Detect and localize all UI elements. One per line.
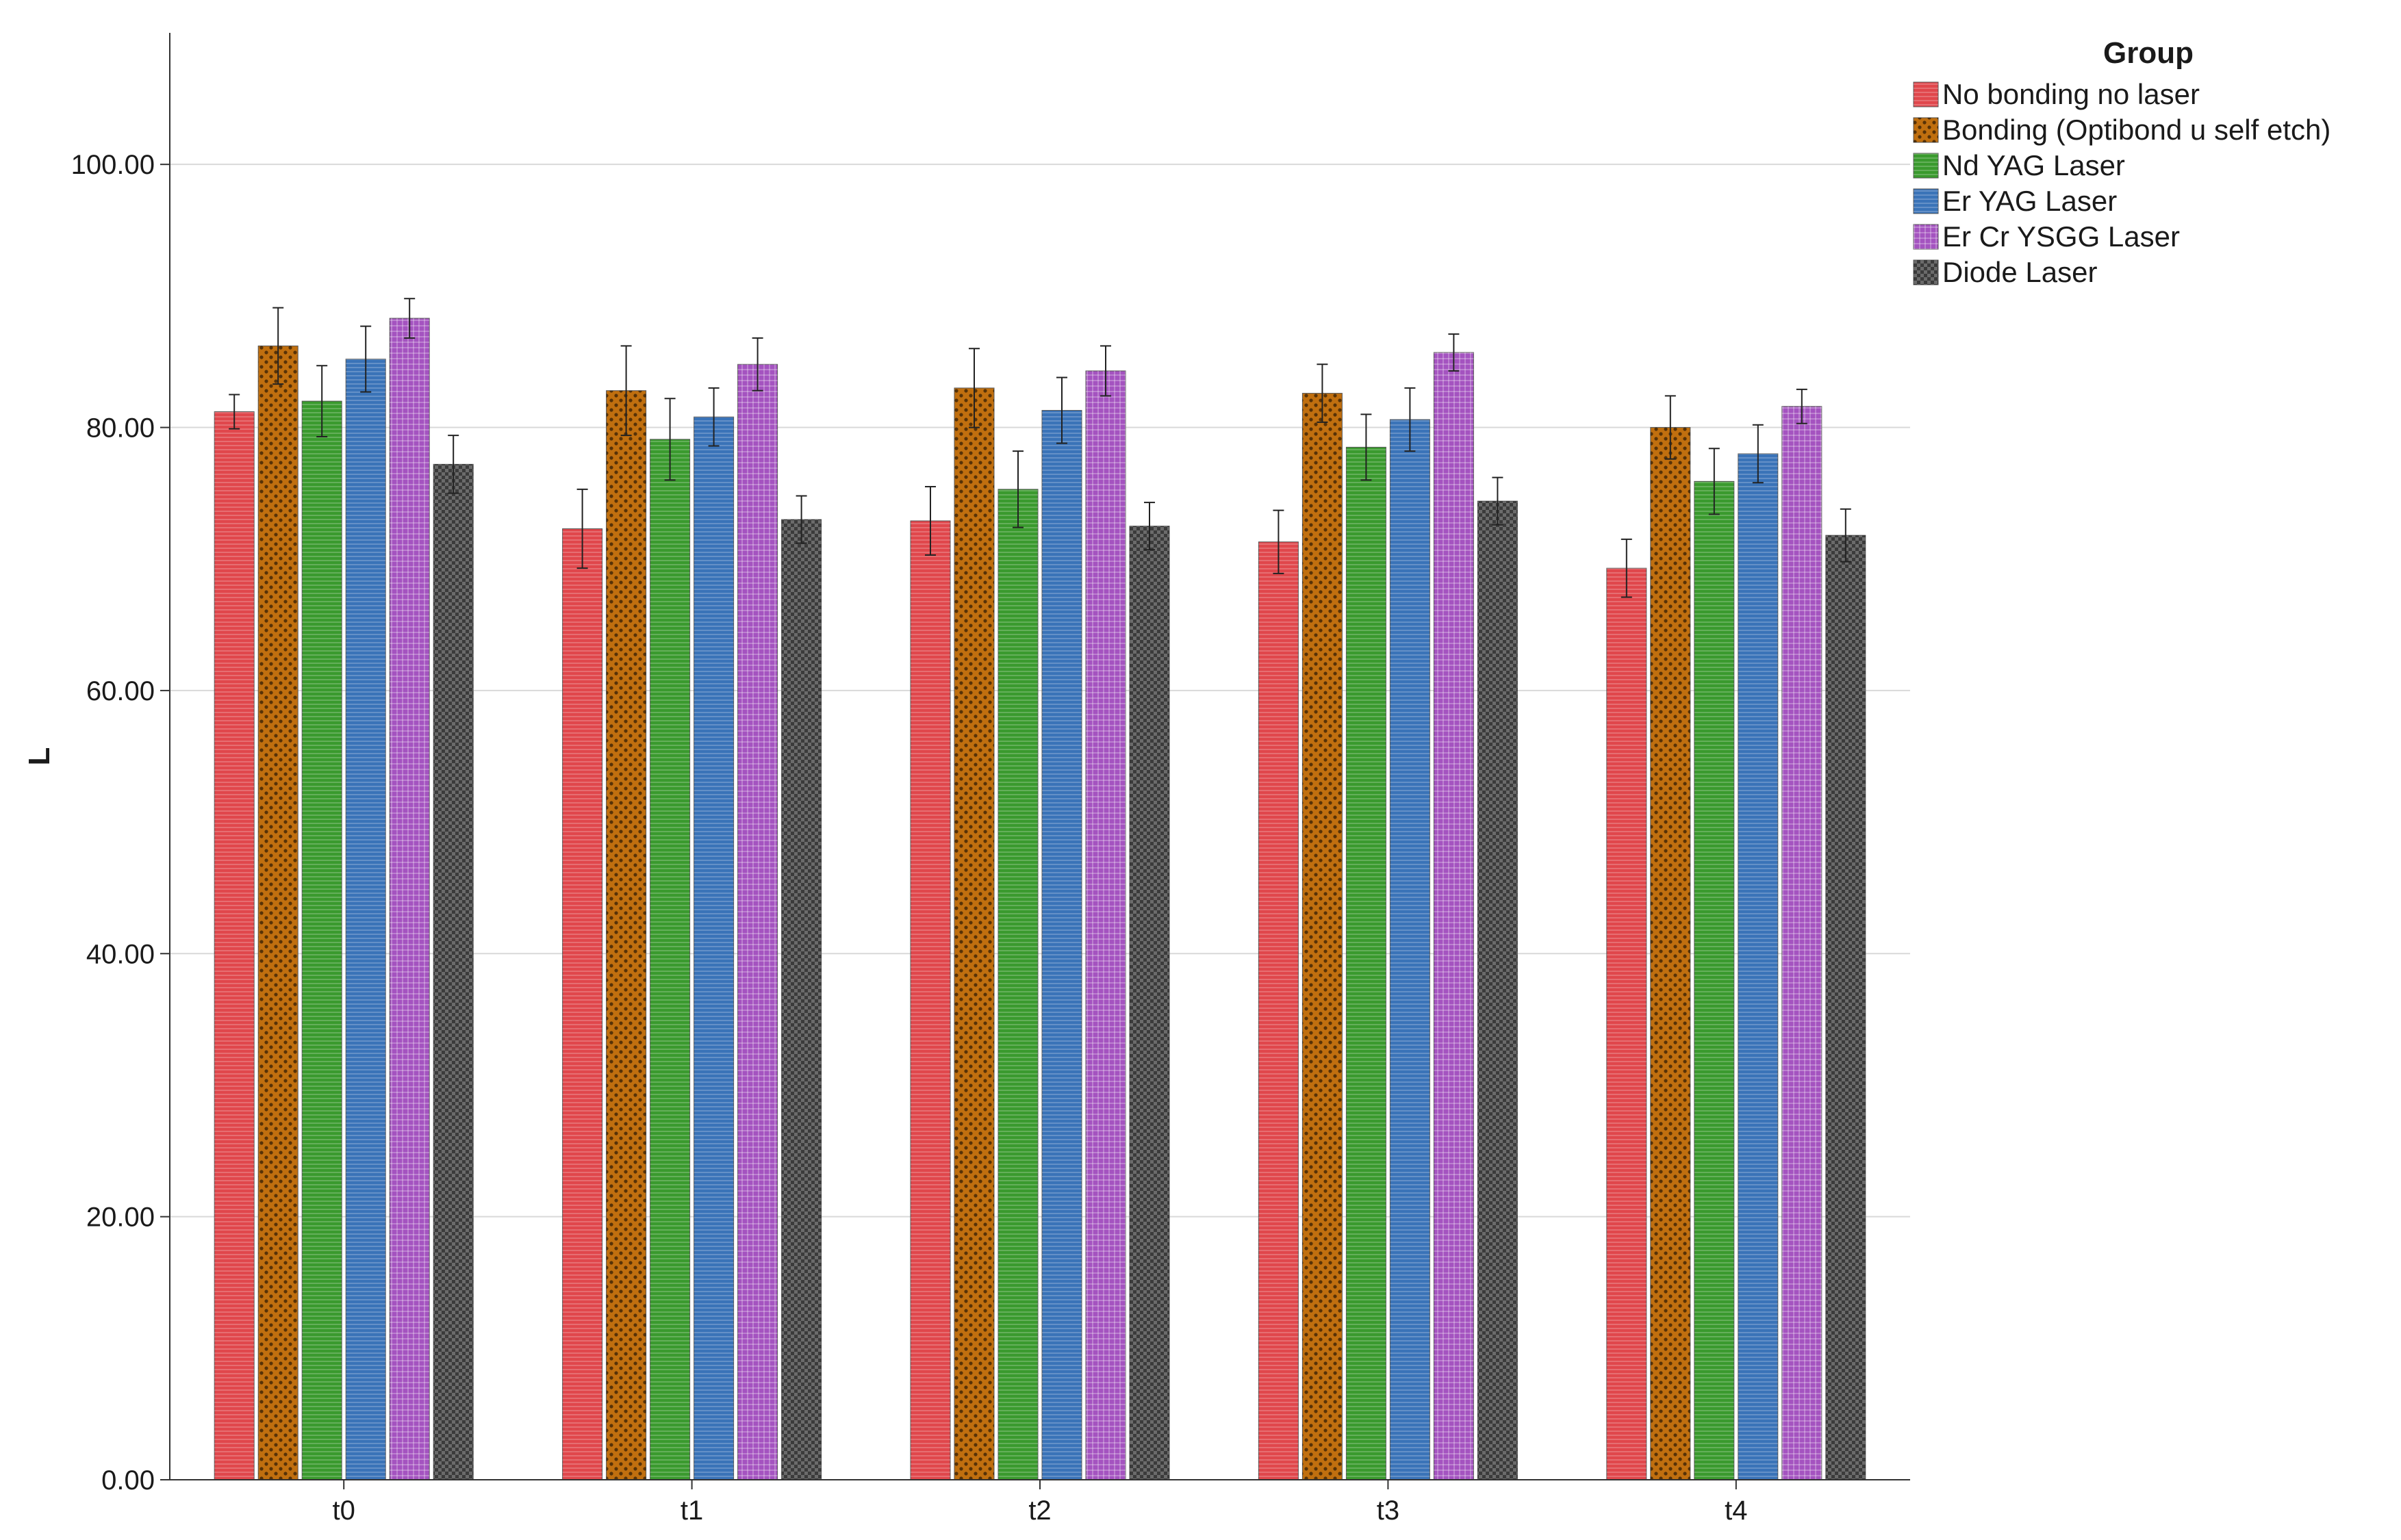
bar-pattern	[606, 390, 646, 1480]
bar-pattern	[1346, 447, 1386, 1480]
legend-item: Nd YAG Laser	[1913, 149, 2125, 181]
bar-pattern	[1781, 406, 1822, 1480]
x-tick-label: t1	[681, 1496, 703, 1526]
bar-pattern	[694, 417, 734, 1480]
bar-pattern	[390, 318, 430, 1480]
bar-t3-diode-laser	[1477, 476, 1518, 1480]
bar-pattern	[954, 387, 994, 1480]
gridlines	[170, 164, 1910, 1218]
bar-pattern	[1694, 481, 1734, 1480]
bar-t0-er-yag-laser	[345, 325, 386, 1480]
bar-t0-er-cr-ysgg-laser	[389, 298, 430, 1480]
bar-t1-diode-laser	[781, 495, 822, 1480]
legend-label: No bonding no laser	[1942, 78, 2200, 110]
legend-item: Er Cr YSGG Laser	[1913, 220, 2180, 253]
bar-t3-er-cr-ysgg-laser	[1433, 333, 1474, 1480]
bar-t2-diode-laser	[1129, 502, 1170, 1480]
bar-t0-no-bonding-no-laser	[214, 394, 255, 1480]
legend-title: Group	[2103, 36, 2194, 70]
bar-t1-no-bonding-no-laser	[562, 488, 603, 1480]
bar-t3-bonding-optibond-u-self-etch	[1301, 363, 1343, 1480]
bar-t4-bonding-optibond-u-self-etch	[1650, 395, 1691, 1480]
legend-item: No bonding no laser	[1913, 78, 2200, 110]
bar-t2-er-cr-ysgg-laser	[1085, 345, 1126, 1480]
bar-t1-er-yag-laser	[694, 387, 735, 1480]
bar-t4-nd-yag-laser	[1694, 448, 1735, 1480]
legend-label: Nd YAG Laser	[1942, 149, 2125, 181]
bar-t1-er-cr-ysgg-laser	[737, 337, 778, 1480]
bar-t2-er-yag-laser	[1041, 376, 1082, 1480]
legend-item: Er YAG Laser	[1913, 185, 2117, 217]
x-tick-label: t2	[1028, 1496, 1051, 1526]
legend-swatch-pattern	[1914, 82, 1938, 107]
bar-pattern	[562, 528, 602, 1480]
y-axis-title: L	[23, 747, 56, 766]
legend-swatch-pattern	[1914, 224, 1938, 249]
bar-t0-bonding-optibond-u-self-etch	[257, 307, 298, 1480]
bar-pattern	[258, 346, 298, 1480]
bar-pattern	[998, 489, 1038, 1480]
x-tick-label: t4	[1725, 1496, 1747, 1526]
bar-pattern	[302, 401, 342, 1480]
legend-item: Diode Laser	[1913, 256, 2097, 288]
bar-pattern	[1738, 453, 1778, 1480]
bar-pattern	[1477, 501, 1518, 1480]
y-tick-label: 60.00	[86, 676, 155, 706]
bar-t0-nd-yag-laser	[301, 365, 342, 1480]
bar-pattern	[433, 464, 474, 1480]
y-tick-label: 0.00	[101, 1465, 155, 1496]
bar-pattern	[1650, 427, 1690, 1480]
axes: 0.00 20.00 40.00 60.00 80.00 100.00 Lt0 t1 t2 t3 t…	[23, 33, 1910, 1526]
bar-t3-er-yag-laser	[1389, 387, 1430, 1480]
bar-pattern	[1606, 568, 1647, 1480]
bar-t4-no-bonding-no-laser	[1606, 538, 1647, 1480]
legend: Group No bonding no laser Bonding (Optibon…	[1913, 36, 2330, 288]
bar-pattern	[650, 439, 690, 1480]
bar-pattern	[1302, 393, 1343, 1480]
bar-pattern	[1086, 370, 1126, 1480]
bar-t4-er-yag-laser	[1738, 424, 1779, 1480]
bar-t2-no-bonding-no-laser	[910, 486, 951, 1480]
bar-pattern	[214, 411, 255, 1480]
bar-t0-diode-laser	[433, 435, 474, 1480]
bar-pattern	[1258, 541, 1299, 1480]
legend-swatch-pattern	[1914, 189, 1938, 214]
legend-label: Diode Laser	[1942, 256, 2097, 288]
bar-pattern	[346, 359, 386, 1480]
legend-swatch-pattern	[1914, 260, 1938, 285]
bar-t2-bonding-optibond-u-self-etch	[954, 348, 995, 1480]
legend-swatch-pattern	[1914, 153, 1938, 178]
bar-t3-no-bonding-no-laser	[1258, 509, 1299, 1480]
bar-t3-nd-yag-laser	[1345, 413, 1386, 1480]
bar-pattern	[737, 364, 778, 1480]
bar-pattern	[911, 520, 950, 1480]
bar-t1-bonding-optibond-u-self-etch	[606, 345, 647, 1480]
x-tick-label: t0	[333, 1496, 355, 1526]
bar-pattern	[1130, 526, 1169, 1480]
bar-pattern	[1825, 535, 1866, 1480]
y-tick-label: 80.00	[86, 413, 155, 444]
bar-t4-diode-laser	[1825, 508, 1866, 1480]
legend-swatch-pattern	[1914, 118, 1938, 142]
legend-label: Bonding (Optibond u self etch)	[1942, 114, 2330, 146]
bar-t4-er-cr-ysgg-laser	[1781, 388, 1822, 1480]
bar-pattern	[1042, 410, 1082, 1480]
bar-t2-nd-yag-laser	[998, 450, 1039, 1480]
bar-pattern	[1390, 420, 1430, 1480]
bar-t1-nd-yag-laser	[650, 398, 691, 1480]
y-tick-label: 20.00	[86, 1203, 155, 1233]
legend-item: Bonding (Optibond u self etch)	[1913, 114, 2330, 146]
x-tick-label: t3	[1377, 1496, 1399, 1526]
legend-label: Er YAG Laser	[1942, 185, 2117, 217]
bar-pattern	[781, 519, 822, 1480]
bar-pattern	[1434, 352, 1474, 1480]
bars	[214, 298, 1866, 1480]
y-tick-label: 40.00	[86, 939, 155, 969]
legend-label: Er Cr YSGG Laser	[1942, 220, 2180, 253]
y-tick-label: 100.00	[71, 150, 155, 180]
